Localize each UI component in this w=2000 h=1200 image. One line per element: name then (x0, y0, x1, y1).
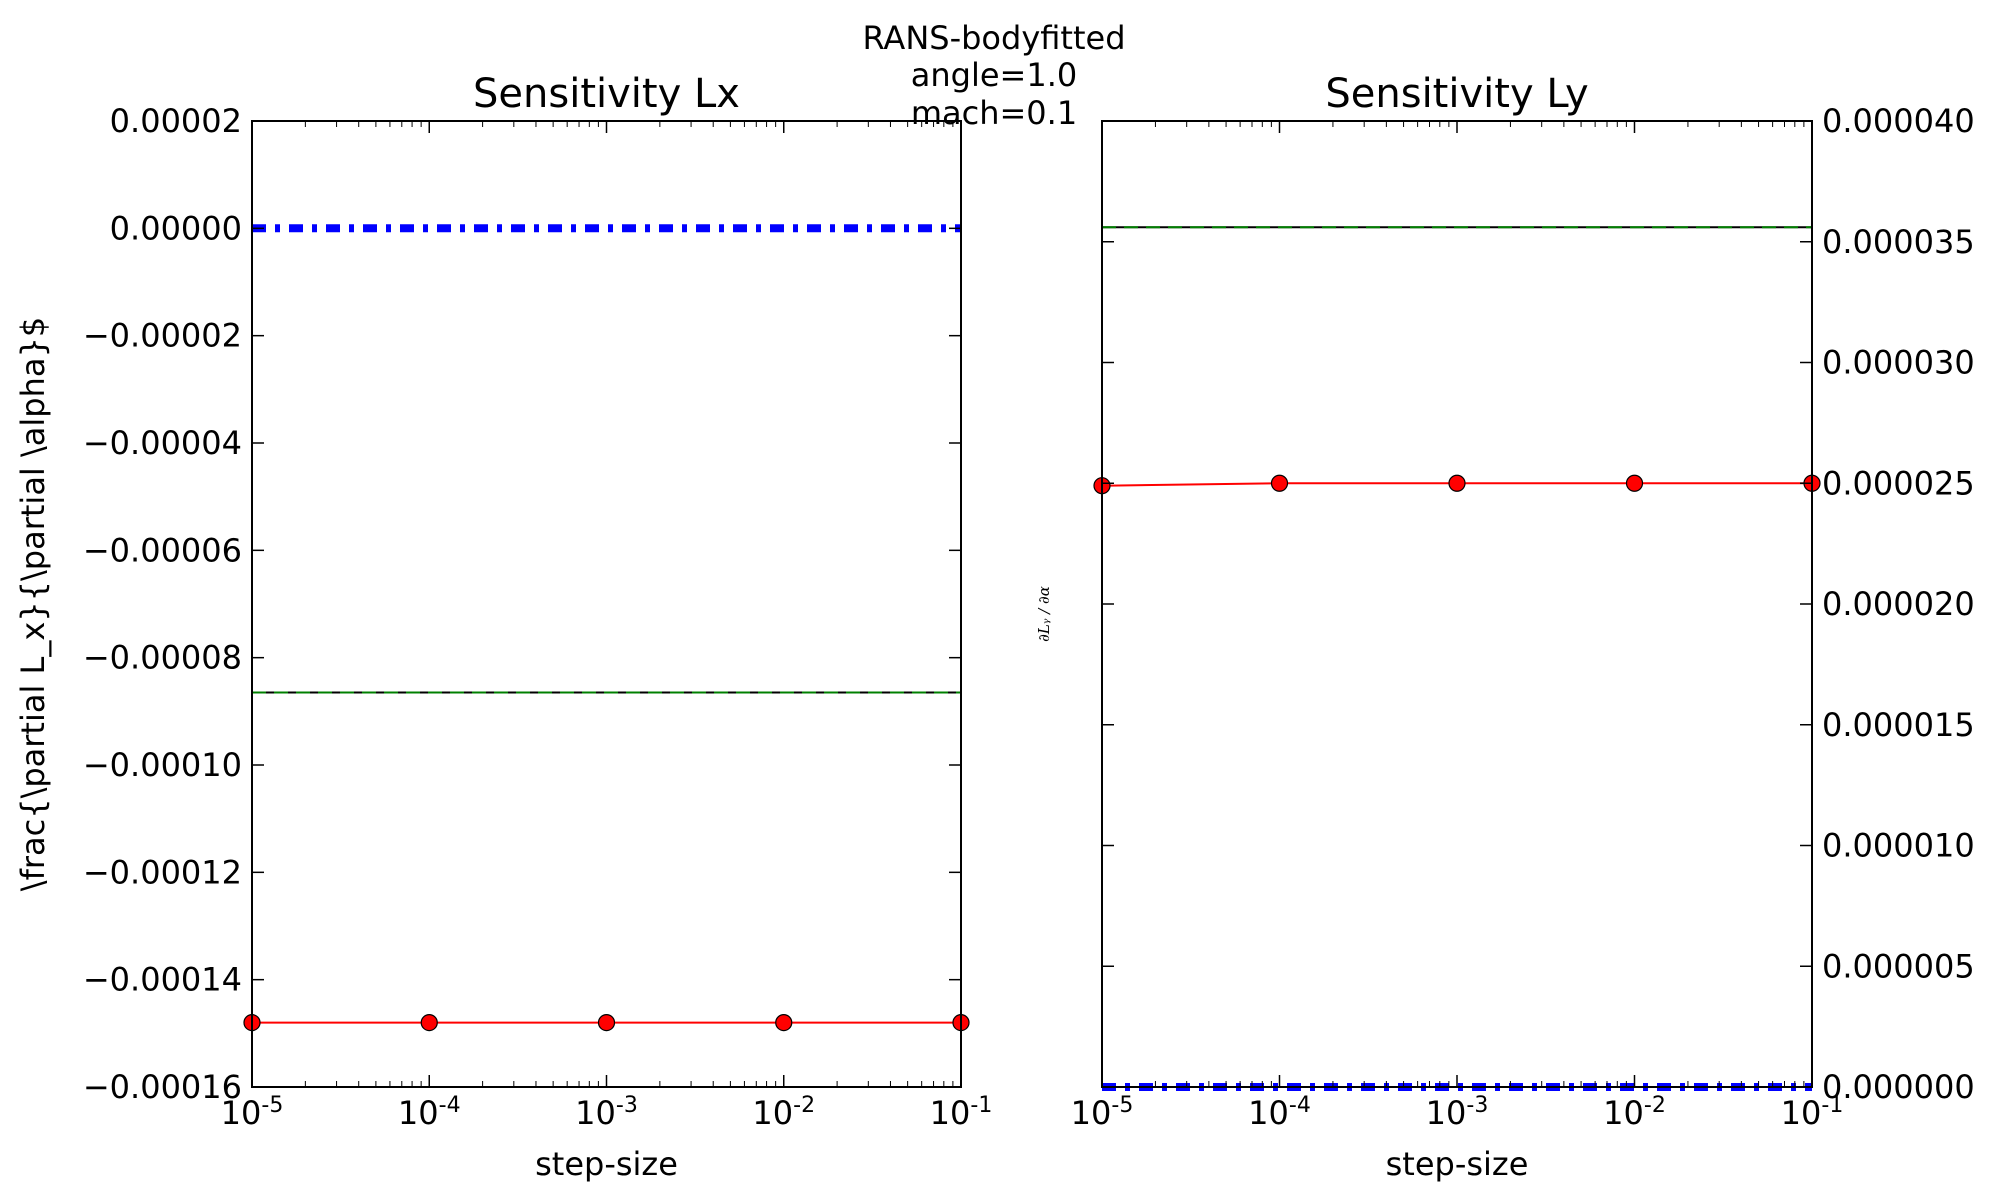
x-tick-label: 10-3 (1426, 1093, 1489, 1133)
series-3-point-2 (1448, 474, 1466, 492)
figure-suptitle-line-2: angle=1.0 (911, 56, 1077, 94)
series-3-point-1 (420, 1013, 438, 1032)
y-tick-label: 0.000010 (1822, 827, 1975, 865)
x-tick-label: 10-1 (930, 1093, 993, 1133)
x-tick-label-exponent: -3 (1466, 1093, 1488, 1118)
series-3-point-3 (1625, 474, 1644, 492)
y-axis-label: \frac{\partial L_x}{\partial \alpha}$ (14, 317, 52, 891)
x-tick-label-base: 10 (752, 1094, 793, 1132)
y-tick-label: 0.000005 (1822, 947, 1975, 985)
figure-suptitle-line-3: mach=0.1 (911, 94, 1077, 132)
y-tick-label: 0.00000 (110, 209, 242, 247)
y-tick-label: 0.00002 (110, 102, 242, 140)
x-tick-label-exponent: -1 (970, 1093, 992, 1118)
series-3-point-1 (1270, 474, 1289, 492)
x-tick-label-exponent: -5 (261, 1093, 283, 1118)
y-tick-label: −0.00002 (83, 317, 242, 355)
figure-suptitle-line-1: RANS-bodyfitted (862, 19, 1125, 57)
x-tick-label: 10-4 (398, 1093, 461, 1133)
x-tick-label: 10-1 (1781, 1093, 1844, 1133)
y-tick-label: 0.000000 (1822, 1068, 1975, 1106)
x-tick-label-exponent: -4 (439, 1093, 461, 1118)
y-tick-label: 0.000025 (1822, 464, 1975, 502)
plot-frame (251, 120, 962, 1088)
x-axis-label: step-size (1386, 1145, 1529, 1183)
x-tick-label: 10-4 (1248, 1093, 1311, 1133)
x-tick-label: 10-2 (1603, 1093, 1666, 1133)
y-tick-label: −0.00016 (83, 1068, 242, 1106)
x-tick-label-base: 10 (930, 1094, 971, 1132)
y-tick-label: −0.00006 (83, 531, 242, 569)
x-tick-label: 10-2 (752, 1093, 815, 1133)
x-tick-label-base: 10 (1071, 1094, 1112, 1132)
x-tick-label-base: 10 (1248, 1094, 1289, 1132)
x-tick-label-base: 10 (221, 1094, 262, 1132)
x-axis-label: step-size (535, 1145, 678, 1183)
x-tick-label-base: 10 (575, 1094, 616, 1132)
y-tick-label: −0.00012 (83, 853, 242, 891)
x-tick-label: 10-3 (575, 1093, 638, 1133)
series-3-point-2 (597, 1013, 616, 1032)
x-tick-label-exponent: -1 (1821, 1093, 1843, 1118)
chart-title: Sensitivity Ly (1325, 71, 1588, 117)
series-3-point-3 (775, 1013, 793, 1032)
x-tick-label-exponent: -2 (793, 1093, 815, 1118)
x-tick-label-exponent: -3 (616, 1093, 638, 1118)
y-tick-label: 0.000040 (1822, 102, 1975, 140)
x-tick-label: 10-5 (221, 1093, 284, 1133)
x-tick-label-exponent: -4 (1289, 1093, 1311, 1118)
y-tick-label: 0.000030 (1822, 344, 1975, 382)
y-tick-label: −0.00010 (83, 746, 242, 784)
chart-title: Sensitivity Lx (473, 71, 740, 117)
x-tick-label-exponent: -2 (1644, 1093, 1666, 1118)
y-tick-label: 0.000015 (1822, 706, 1975, 744)
y-tick-label: −0.00014 (83, 961, 242, 999)
y-tick-label: −0.00008 (83, 639, 242, 677)
x-tick-label-exponent: -5 (1111, 1093, 1133, 1118)
x-tick-label-base: 10 (1426, 1094, 1467, 1132)
x-tick-label-base: 10 (1603, 1094, 1644, 1132)
x-tick-label-base: 10 (1781, 1094, 1822, 1132)
plot-frame (1101, 120, 1813, 1088)
y-tick-label: 0.000020 (1822, 585, 1975, 623)
y-tick-label: −0.00004 (83, 424, 242, 462)
x-tick-label-base: 10 (398, 1094, 439, 1132)
x-tick-label: 10-5 (1071, 1093, 1134, 1133)
y-tick-label: 0.000035 (1822, 223, 1975, 261)
y-axis-label: ∂Lᵧ / ∂α (1035, 586, 1053, 642)
